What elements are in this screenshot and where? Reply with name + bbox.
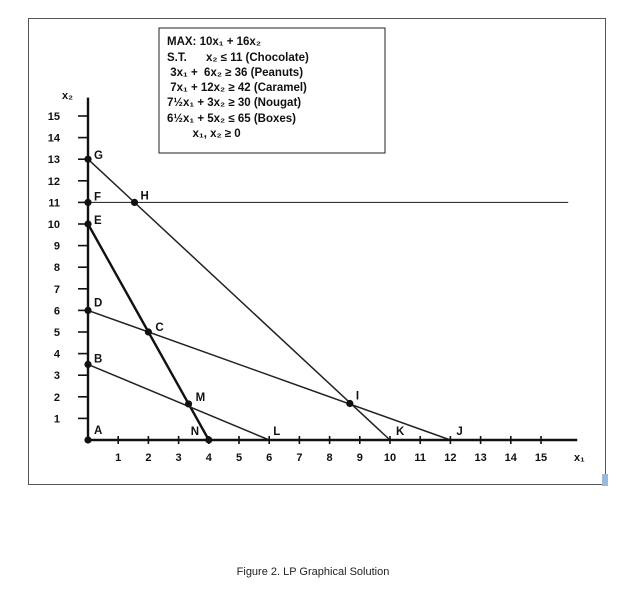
x-tick-label: 15 [535, 452, 547, 464]
point-marker-b [84, 360, 92, 368]
y-tick-label: 14 [48, 133, 61, 145]
formulation-line: 7x₁ + 12x₂ ≥ 42 (Caramel) [167, 82, 307, 94]
formulation-line: x₁, x₂ ≥ 0 [167, 128, 241, 140]
constraint-line [87, 363, 270, 441]
formulation-line: 7½x₁ + 3x₂ ≥ 30 (Nougat) [167, 97, 301, 109]
solution-points: A B C D EF G H I J K L M N [84, 150, 463, 444]
x-tick-label: 14 [505, 452, 518, 464]
formulation-line: 6½x₁ + 5x₂ ≤ 65 (Boxes) [167, 113, 296, 125]
x-tick-label: 9 [357, 452, 363, 464]
x-tick-label: 8 [327, 452, 333, 464]
point-label-e: E [94, 215, 102, 227]
y-tick-label: 2 [54, 392, 60, 404]
x-tick-label: 6 [266, 452, 272, 464]
point-label-c: C [155, 322, 163, 334]
point-label-a: A [94, 425, 102, 437]
y-tick-label: 7 [54, 284, 60, 296]
point-label-k: K [396, 426, 405, 438]
point-label-f: F [94, 191, 101, 203]
point-marker-e [84, 220, 92, 228]
y-tick-label: 4 [54, 349, 61, 361]
constraint-line [87, 158, 391, 441]
point-marker-n [205, 436, 213, 444]
point-label-d: D [94, 297, 102, 309]
point-label-b: B [94, 353, 102, 365]
x-tick-label: 3 [176, 452, 182, 464]
formulation-box: MAX: 10x₁ + 16x₂ S.T. x₂ ≤ 11 (Chocolate… [158, 27, 386, 154]
x-tick-label: 7 [296, 452, 302, 464]
point-label-i: I [356, 390, 359, 402]
formulation-line: MAX: 10x₁ + 16x₂ [167, 36, 261, 48]
x-tick-label: 12 [444, 452, 456, 464]
point-marker-m [184, 400, 193, 408]
x-tick-label: 5 [236, 452, 242, 464]
x-tick-label: 10 [384, 452, 396, 464]
point-marker-d [84, 306, 92, 314]
point-label-g: G [94, 150, 103, 162]
x-tick-label: 2 [145, 452, 151, 464]
y-tick-label: 13 [48, 154, 60, 166]
y-tick-label: 8 [54, 262, 60, 274]
point-label-n: N [191, 426, 199, 438]
constraint-lines [86, 158, 569, 441]
figure-caption: Figure 2. LP Graphical Solution [236, 566, 390, 578]
constraint-line [87, 309, 451, 441]
y-tick-label: 11 [48, 197, 60, 209]
point-marker-a [84, 436, 92, 444]
y-axis-label: x₂ [62, 90, 73, 102]
x-tick-label: 13 [474, 452, 486, 464]
axes [86, 97, 578, 442]
point-marker-i [346, 399, 354, 408]
point-marker-c [144, 328, 152, 336]
formulation-line: S.T. x₂ ≤ 11 (Chocolate) [167, 52, 309, 64]
x-axis-label: x₁ [574, 452, 585, 464]
figure-frame: 1 2 3 4 5 6 7 8 9 10 11 12 13 14 15 1 2 3 4 5 6 7 8 9 10 11 12 13 14… [28, 18, 606, 485]
y-tick-label: 5 [54, 327, 60, 339]
y-tick-label: 10 [48, 219, 60, 231]
x-tick-label: 4 [206, 452, 213, 464]
point-label-l: L [273, 426, 280, 438]
y-tick-label: 15 [48, 111, 60, 123]
formulation-line: 3x₁ + 6x₂ ≥ 36 (Peanuts) [167, 67, 303, 79]
y-tick-label: 3 [54, 370, 60, 382]
x-tick-label: 1 [115, 452, 121, 464]
x-tick-label: 11 [414, 452, 426, 464]
y-tick-label: 1 [54, 413, 60, 425]
y-tick-label: 9 [54, 241, 60, 253]
accent-strip [602, 474, 608, 486]
point-marker-h [130, 198, 139, 206]
tick-marks: 1 2 3 4 5 6 7 8 9 10 11 12 13 14 151234567891011121314… [48, 111, 547, 464]
lp-graph: 1 2 3 4 5 6 7 8 9 10 11 12 13 14 151234567891011121314… [48, 27, 585, 464]
point-marker-g [84, 155, 92, 163]
point-label-m: M [196, 392, 206, 404]
y-tick-label: 6 [54, 305, 60, 317]
point-label-h: H [141, 190, 149, 202]
point-label-j: J [456, 426, 462, 438]
y-tick-label: 12 [48, 176, 60, 188]
point-marker-f [84, 198, 92, 206]
